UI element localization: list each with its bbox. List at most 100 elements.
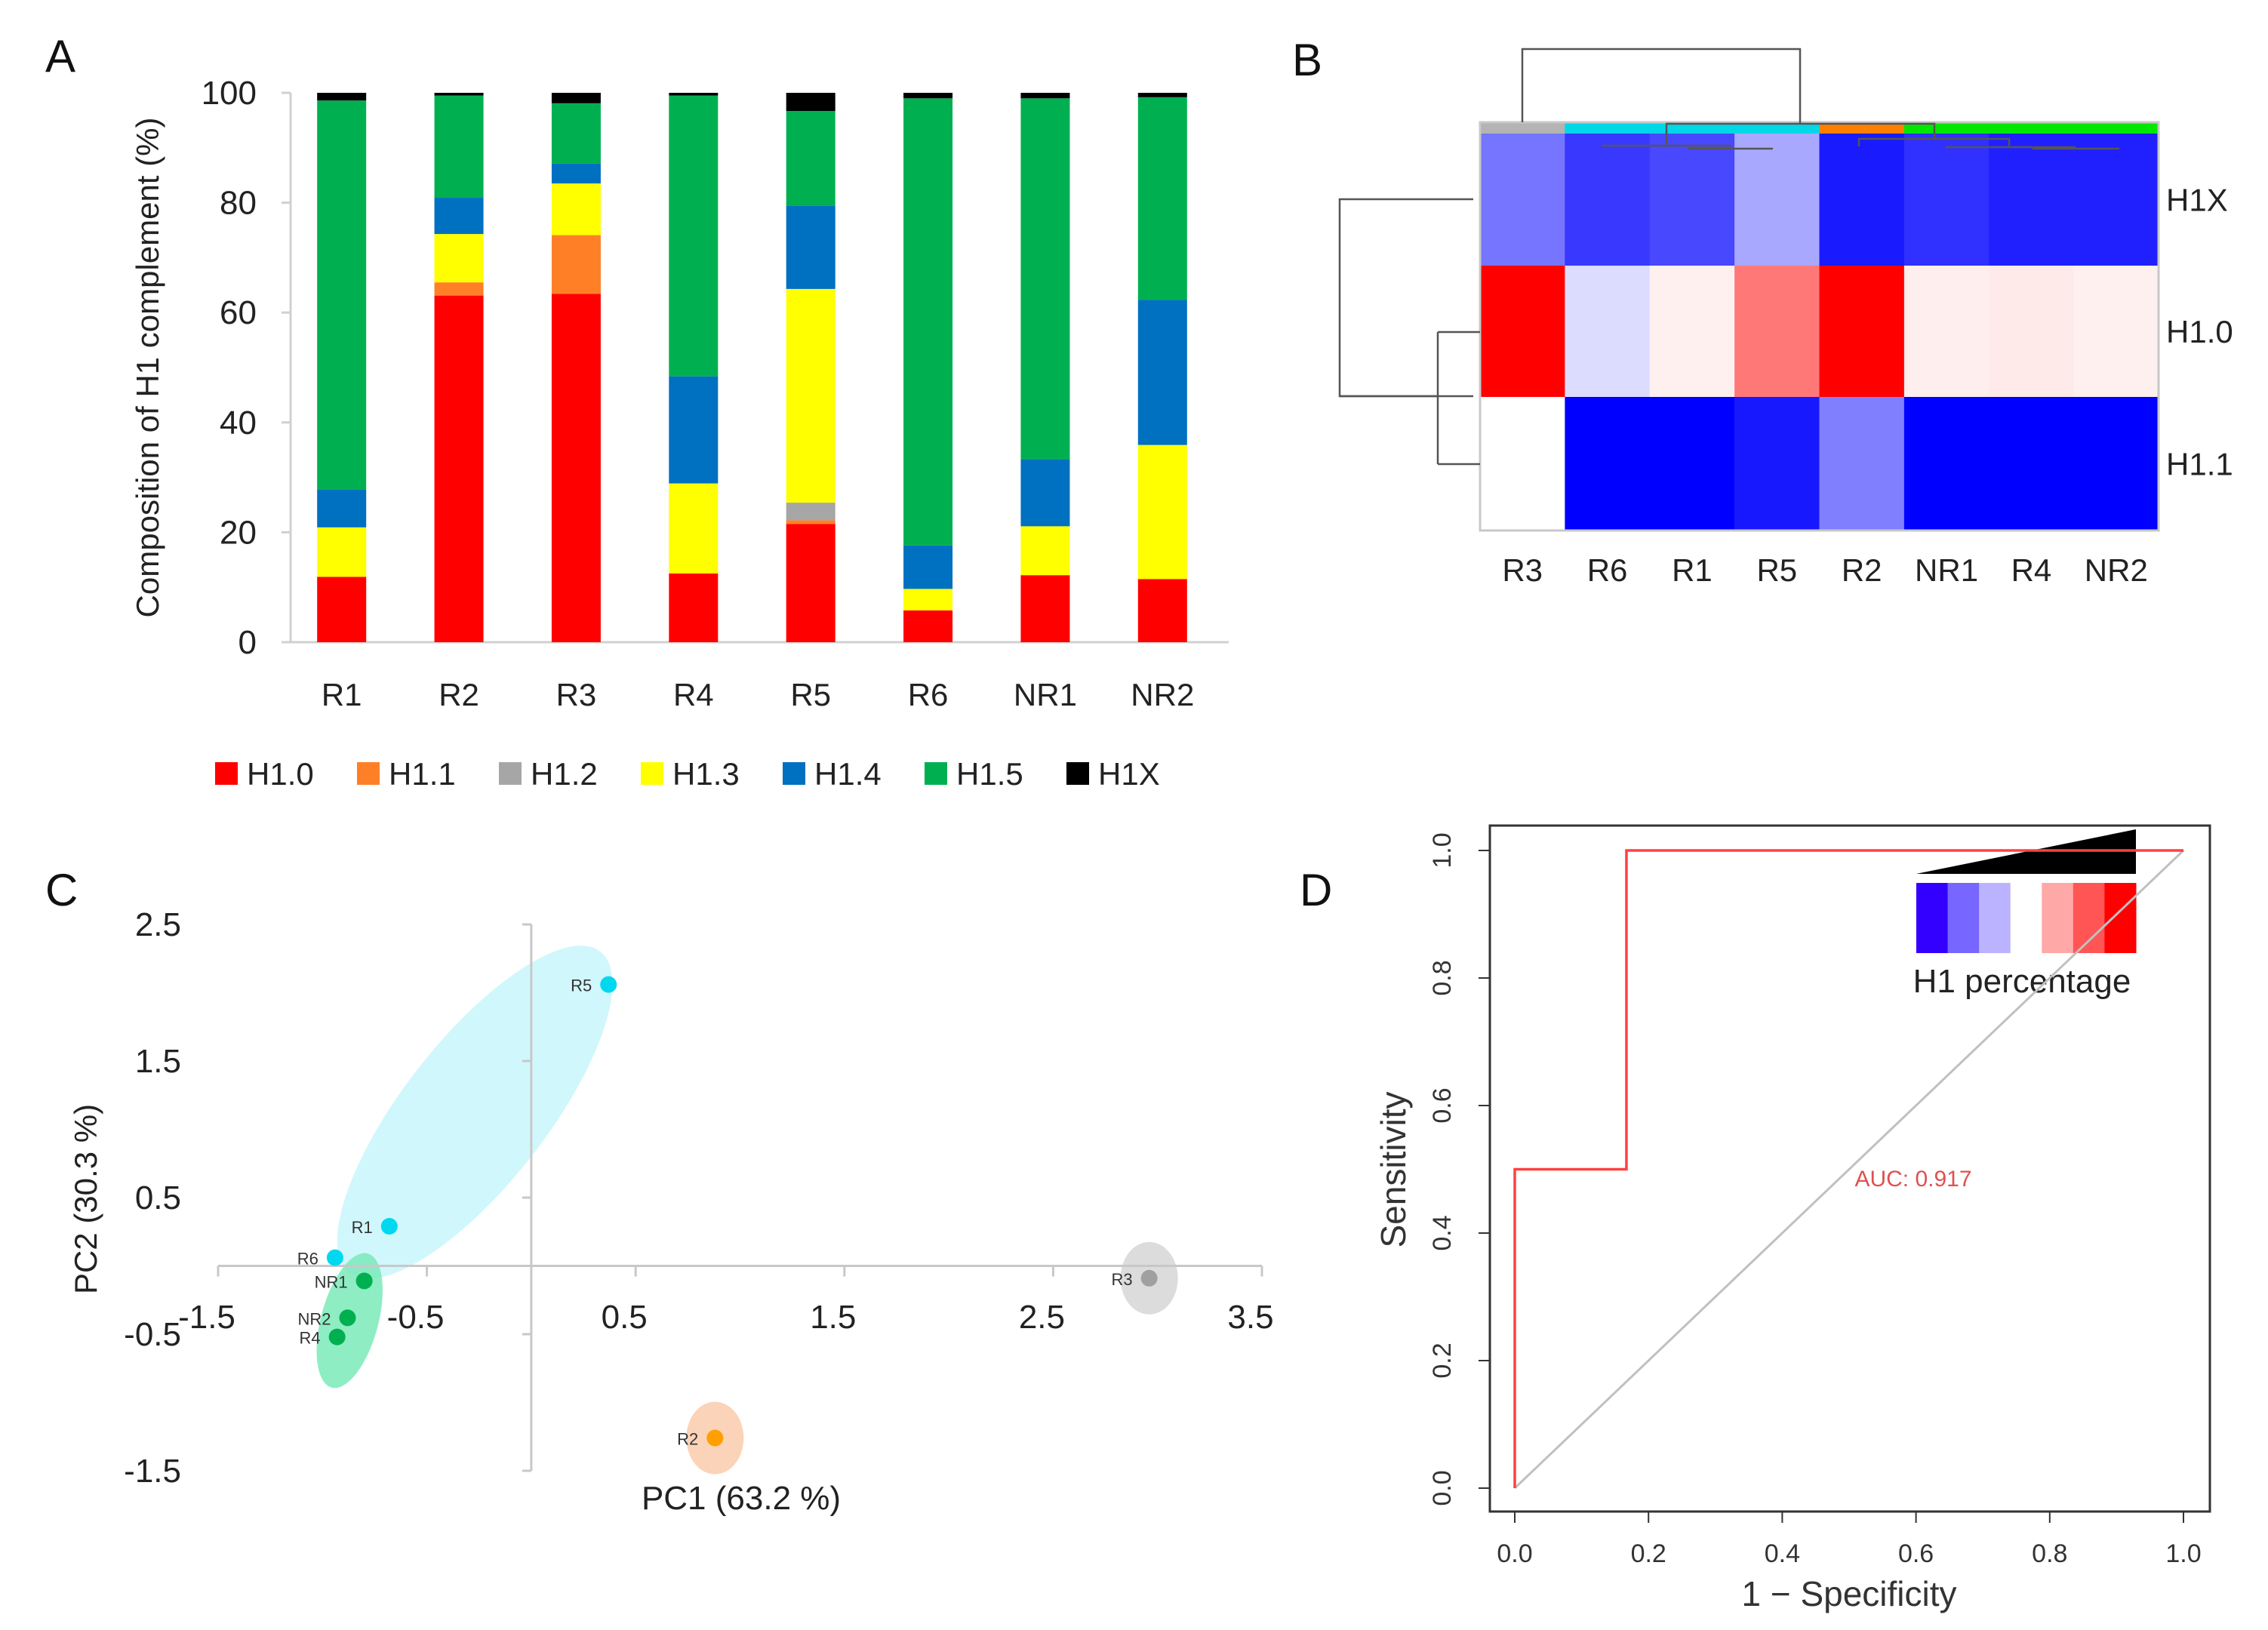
y-tick-label: 40 bbox=[220, 404, 257, 441]
y-tick-label: -1.5 bbox=[124, 1453, 181, 1490]
column-group-bar bbox=[1480, 122, 1565, 134]
heatmap-cell bbox=[1565, 266, 1651, 398]
bar-segment-H1.4 bbox=[669, 376, 719, 484]
pca-scatter: -1.5 -0.5 0.5 1.5 2.5 3.52.51.50.5-0.5-1.5R5R… bbox=[68, 906, 1274, 1517]
bar-segment-H1.0 bbox=[1137, 579, 1187, 642]
column-group-bar bbox=[1734, 122, 1820, 134]
bar-segment-H1.0 bbox=[669, 574, 719, 642]
bar-segment-H1.0 bbox=[551, 294, 601, 642]
legend-swatch bbox=[357, 762, 380, 785]
x-tick-label: R3 bbox=[556, 677, 597, 712]
legend-swatch bbox=[783, 762, 805, 785]
x-tick-label: 2.5 bbox=[1019, 1299, 1065, 1336]
x-tick-label: R2 bbox=[439, 677, 479, 712]
panel-label-c: C bbox=[45, 865, 78, 915]
column-label: R4 bbox=[2011, 552, 2052, 588]
bar-segment-H1X bbox=[551, 93, 601, 103]
column-label: R1 bbox=[1672, 552, 1713, 588]
y-tick-label: 1.5 bbox=[135, 1043, 181, 1080]
heatmap-cell bbox=[1819, 397, 1905, 531]
legend-label: H1.3 bbox=[672, 756, 740, 792]
legend-label: H1.0 bbox=[247, 756, 314, 792]
legend-swatch bbox=[2073, 883, 2105, 953]
data-point bbox=[706, 1429, 724, 1447]
bar-segment-H1.0 bbox=[1020, 575, 1070, 642]
plot-frame bbox=[1488, 824, 2211, 1513]
heatmap-cell bbox=[2073, 134, 2159, 266]
bar-segment-H1.3 bbox=[1020, 526, 1070, 576]
heatmap-cell bbox=[1819, 266, 1905, 398]
x-tick-label: 0.2 bbox=[1631, 1539, 1666, 1568]
legend-label: H1.4 bbox=[814, 756, 882, 792]
y-tick-label: 60 bbox=[220, 294, 257, 331]
bar-segment-H1X bbox=[903, 93, 953, 99]
heatmap-cell bbox=[1903, 266, 1990, 398]
point-label: R1 bbox=[352, 1218, 373, 1237]
x-tick-label: R1 bbox=[322, 677, 362, 712]
y-tick-label: 0.0 bbox=[1428, 1470, 1457, 1505]
x-tick-label: NR1 bbox=[1014, 677, 1077, 712]
heatmap-cell bbox=[1989, 134, 2075, 266]
y-axis-label: Sensitivity bbox=[1374, 1091, 1413, 1247]
data-point bbox=[380, 1218, 398, 1235]
point-label: R4 bbox=[300, 1329, 321, 1348]
legend-swatch bbox=[2042, 883, 2074, 953]
roc-line bbox=[1513, 849, 2183, 1488]
bar-segment-H1.0 bbox=[903, 610, 953, 642]
legend-label: H1.1 bbox=[389, 756, 456, 792]
bar-segment-H1.4 bbox=[786, 205, 835, 289]
legend-swatch bbox=[215, 762, 238, 785]
bar-segment-H1.3 bbox=[434, 234, 484, 283]
bar-segment-H1.2 bbox=[786, 503, 835, 521]
heatmap-cell bbox=[1989, 266, 2075, 398]
x-tick-label: -1.5 bbox=[178, 1299, 235, 1336]
column-label: R2 bbox=[1842, 552, 1882, 588]
x-tick-label: 0.5 bbox=[602, 1299, 648, 1336]
y-tick-label: 1.0 bbox=[1428, 832, 1457, 868]
bar-segment-H1.4 bbox=[903, 545, 953, 589]
bar-segment-H1.0 bbox=[317, 577, 367, 642]
heatmap-cell bbox=[2073, 397, 2159, 531]
column-label: R6 bbox=[1587, 552, 1628, 588]
bar-segment-H1.5 bbox=[1020, 98, 1070, 460]
x-tick-label: 1.0 bbox=[2165, 1539, 2201, 1568]
point-label: R5 bbox=[571, 976, 592, 995]
roc-curve: 0.0 0.2 0.4 0.6 0.8 1.0 0.0 0.2 0.4 0.6 0.8 1.0 AUC:… bbox=[1374, 824, 2211, 1613]
heatmap-cell bbox=[1480, 134, 1565, 266]
column-label: R3 bbox=[1502, 552, 1543, 588]
dendrogram-branch bbox=[1602, 137, 2119, 150]
y-tick-label: 0.2 bbox=[1428, 1342, 1457, 1378]
y-tick-label: 80 bbox=[220, 185, 257, 222]
column-label: NR2 bbox=[2085, 552, 2148, 588]
bar-segment-H1X bbox=[1137, 93, 1187, 97]
legend-label: H1X bbox=[1098, 756, 1160, 792]
column-label: NR1 bbox=[1915, 552, 1978, 588]
panel-label-a: A bbox=[45, 31, 75, 82]
bar-segment-H1X bbox=[317, 93, 367, 101]
heatmap-cell bbox=[1734, 266, 1820, 398]
bar-segment-H1.5 bbox=[317, 100, 367, 490]
bar-segment-H1X bbox=[434, 93, 484, 96]
y-tick-label: 0.5 bbox=[135, 1179, 181, 1216]
bar-segment-H1.3 bbox=[669, 483, 719, 574]
data-point bbox=[328, 1328, 346, 1346]
x-tick-label: NR2 bbox=[1131, 677, 1194, 712]
heatmap-cell bbox=[1649, 266, 1735, 398]
y-tick-label: 100 bbox=[202, 75, 257, 112]
column-group-bar bbox=[1989, 122, 2075, 134]
bar-segment-H1.3 bbox=[1137, 444, 1187, 580]
column-group-bar bbox=[1649, 122, 1735, 134]
y-axis-label: Composition of H1 complement (%) bbox=[130, 118, 165, 618]
bar-segment-H1.4 bbox=[1020, 459, 1070, 527]
x-tick-label: R6 bbox=[908, 677, 949, 712]
heatmap-cell bbox=[1565, 134, 1651, 266]
y-tick-label: 2.5 bbox=[135, 906, 181, 943]
point-label: NR2 bbox=[297, 1309, 331, 1328]
y-tick-label: 0.4 bbox=[1428, 1215, 1457, 1250]
point-label: NR1 bbox=[315, 1272, 348, 1291]
column-group-bar bbox=[1819, 122, 1905, 134]
x-axis-label: 1 − Specificity bbox=[1741, 1574, 1956, 1613]
legend-swatch bbox=[641, 762, 663, 785]
bar-segment-H1X bbox=[786, 93, 835, 112]
point-label: R3 bbox=[1112, 1270, 1133, 1289]
